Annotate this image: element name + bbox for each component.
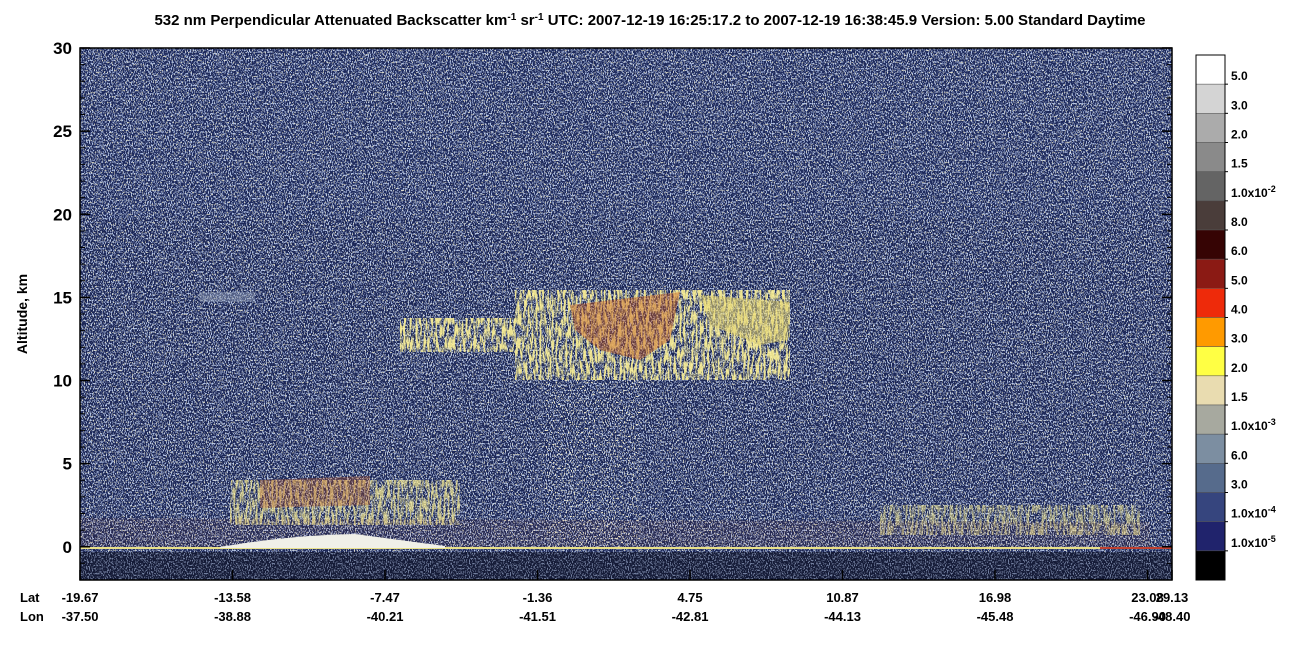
colorbar-label: 1.0x10-5 bbox=[1231, 534, 1276, 550]
lon-label: -46.90 bbox=[1129, 609, 1166, 624]
colorbar-label-text: 2.0 bbox=[1231, 361, 1248, 375]
x-row-label: Lon bbox=[20, 609, 44, 624]
colorbar-label: 1.5 bbox=[1231, 157, 1248, 171]
lon-label: -40.21 bbox=[367, 609, 404, 624]
colorbar-label: 1.0x10-4 bbox=[1231, 505, 1276, 521]
colorbar-label-text: 5.0 bbox=[1231, 273, 1248, 287]
colorbar: 5.03.02.01.51.0x10-28.06.05.04.03.02.01.… bbox=[1195, 54, 1276, 581]
colorbar-label: 5.0 bbox=[1231, 273, 1248, 287]
colorbar-label: 4.0 bbox=[1231, 303, 1248, 317]
colorbar-label: 5.0 bbox=[1231, 69, 1248, 83]
colorbar-label-text: 8.0 bbox=[1231, 215, 1248, 229]
colorbar-label-text: 3.0 bbox=[1231, 332, 1248, 346]
lat-label: 16.98 bbox=[979, 590, 1012, 605]
colorbar-swatch bbox=[1195, 171, 1226, 202]
colorbar-label: 8.0 bbox=[1231, 215, 1248, 229]
colorbar-swatch bbox=[1195, 83, 1226, 114]
colorbar-swatch bbox=[1195, 113, 1226, 143]
colorbar-swatch bbox=[1195, 404, 1226, 435]
colorbar-label-text: 3.0 bbox=[1231, 478, 1248, 492]
colorbar-label-exponent: -5 bbox=[1268, 534, 1276, 544]
colorbar-label-text: 5.0 bbox=[1231, 69, 1248, 83]
title-part: -1 bbox=[535, 12, 544, 23]
colorbar-label: 1.0x10-3 bbox=[1231, 417, 1276, 433]
colorbar-swatch bbox=[1195, 142, 1226, 172]
y-tick-label: 5 bbox=[63, 455, 72, 474]
colorbar-label-exponent: -2 bbox=[1268, 184, 1276, 194]
lon-label: -44.13 bbox=[824, 609, 861, 624]
colorbar-swatch bbox=[1195, 463, 1226, 493]
y-tick-label: 20 bbox=[53, 205, 72, 224]
colorbar-label-text: 1.0x10 bbox=[1231, 419, 1268, 433]
colorbar-swatch bbox=[1195, 346, 1226, 377]
lat-label: -13.58 bbox=[214, 590, 251, 605]
colorbar-label: 1.0x10-2 bbox=[1231, 184, 1276, 200]
x-row-label: Lat bbox=[20, 590, 40, 605]
title-part: -1 bbox=[507, 12, 516, 23]
colorbar-label: 2.0 bbox=[1231, 128, 1248, 142]
lon-label: -48.40 bbox=[1154, 609, 1191, 624]
colorbar-swatch bbox=[1195, 550, 1226, 581]
colorbar-label-exponent: -3 bbox=[1268, 417, 1276, 427]
colorbar-swatch bbox=[1195, 229, 1226, 260]
y-tick-label: 10 bbox=[53, 372, 72, 391]
lat-label: -7.47 bbox=[370, 590, 400, 605]
colorbar-label: 3.0 bbox=[1231, 98, 1248, 112]
lat-label: 23.08 bbox=[1131, 590, 1164, 605]
lat-label: 10.87 bbox=[826, 590, 859, 605]
colorbar-swatch bbox=[1195, 200, 1226, 231]
colorbar-label-text: 1.0x10 bbox=[1231, 536, 1268, 550]
colorbar-label: 6.0 bbox=[1231, 448, 1248, 462]
lat-label: -19.67 bbox=[62, 590, 99, 605]
colorbar-swatch bbox=[1195, 317, 1226, 347]
lon-label: -45.48 bbox=[977, 609, 1014, 624]
colorbar-swatch bbox=[1195, 375, 1226, 406]
colorbar-swatch bbox=[1195, 521, 1226, 552]
title-part: 532 nm Perpendicular Attenuated Backscat… bbox=[154, 12, 507, 29]
colorbar-label: 3.0 bbox=[1231, 478, 1248, 492]
colorbar-swatch bbox=[1195, 433, 1226, 464]
y-tick-label: 15 bbox=[53, 288, 72, 307]
colorbar-swatch bbox=[1195, 492, 1226, 522]
lon-label: -37.50 bbox=[62, 609, 99, 624]
colorbar-label-text: 4.0 bbox=[1231, 303, 1248, 317]
colorbar-swatch bbox=[1195, 258, 1226, 289]
colorbar-label: 2.0 bbox=[1231, 361, 1248, 375]
colorbar-label-text: 6.0 bbox=[1231, 244, 1248, 258]
colorbar-swatch bbox=[1195, 54, 1226, 85]
title-part: sr bbox=[516, 12, 535, 29]
lon-label: -41.51 bbox=[519, 609, 556, 624]
colorbar-label-text: 1.5 bbox=[1231, 157, 1248, 171]
y-tick-label: 25 bbox=[53, 122, 72, 141]
lat-label: -1.36 bbox=[523, 590, 553, 605]
colorbar-label-exponent: -4 bbox=[1268, 505, 1276, 515]
colorbar-label: 1.5 bbox=[1231, 390, 1248, 404]
backscatter-image bbox=[80, 48, 1172, 580]
y-tick-label: 0 bbox=[63, 538, 72, 557]
lon-label: -38.88 bbox=[214, 609, 251, 624]
lat-label: 4.75 bbox=[677, 590, 702, 605]
colorbar-label-text: 3.0 bbox=[1231, 98, 1248, 112]
y-axis-label: Altitude, km bbox=[14, 274, 30, 354]
colorbar-label-text: 1.0x10 bbox=[1231, 507, 1268, 521]
colorbar-label-text: 1.5 bbox=[1231, 390, 1248, 404]
y-tick-label: 30 bbox=[53, 39, 72, 58]
colorbar-swatch bbox=[1195, 288, 1226, 318]
colorbar-label: 6.0 bbox=[1231, 244, 1248, 258]
colorbar-label: 3.0 bbox=[1231, 332, 1248, 346]
title-part: UTC: 2007-12-19 16:25:17.2 to 2007-12-19… bbox=[544, 12, 1146, 29]
colorbar-label-text: 2.0 bbox=[1231, 128, 1248, 142]
lat-label: 29.13 bbox=[1156, 590, 1189, 605]
colorbar-label-text: 6.0 bbox=[1231, 448, 1248, 462]
colorbar-label-text: 1.0x10 bbox=[1231, 186, 1268, 200]
lon-label: -42.81 bbox=[672, 609, 709, 624]
chart-title: 532 nm Perpendicular Attenuated Backscat… bbox=[154, 12, 1145, 30]
